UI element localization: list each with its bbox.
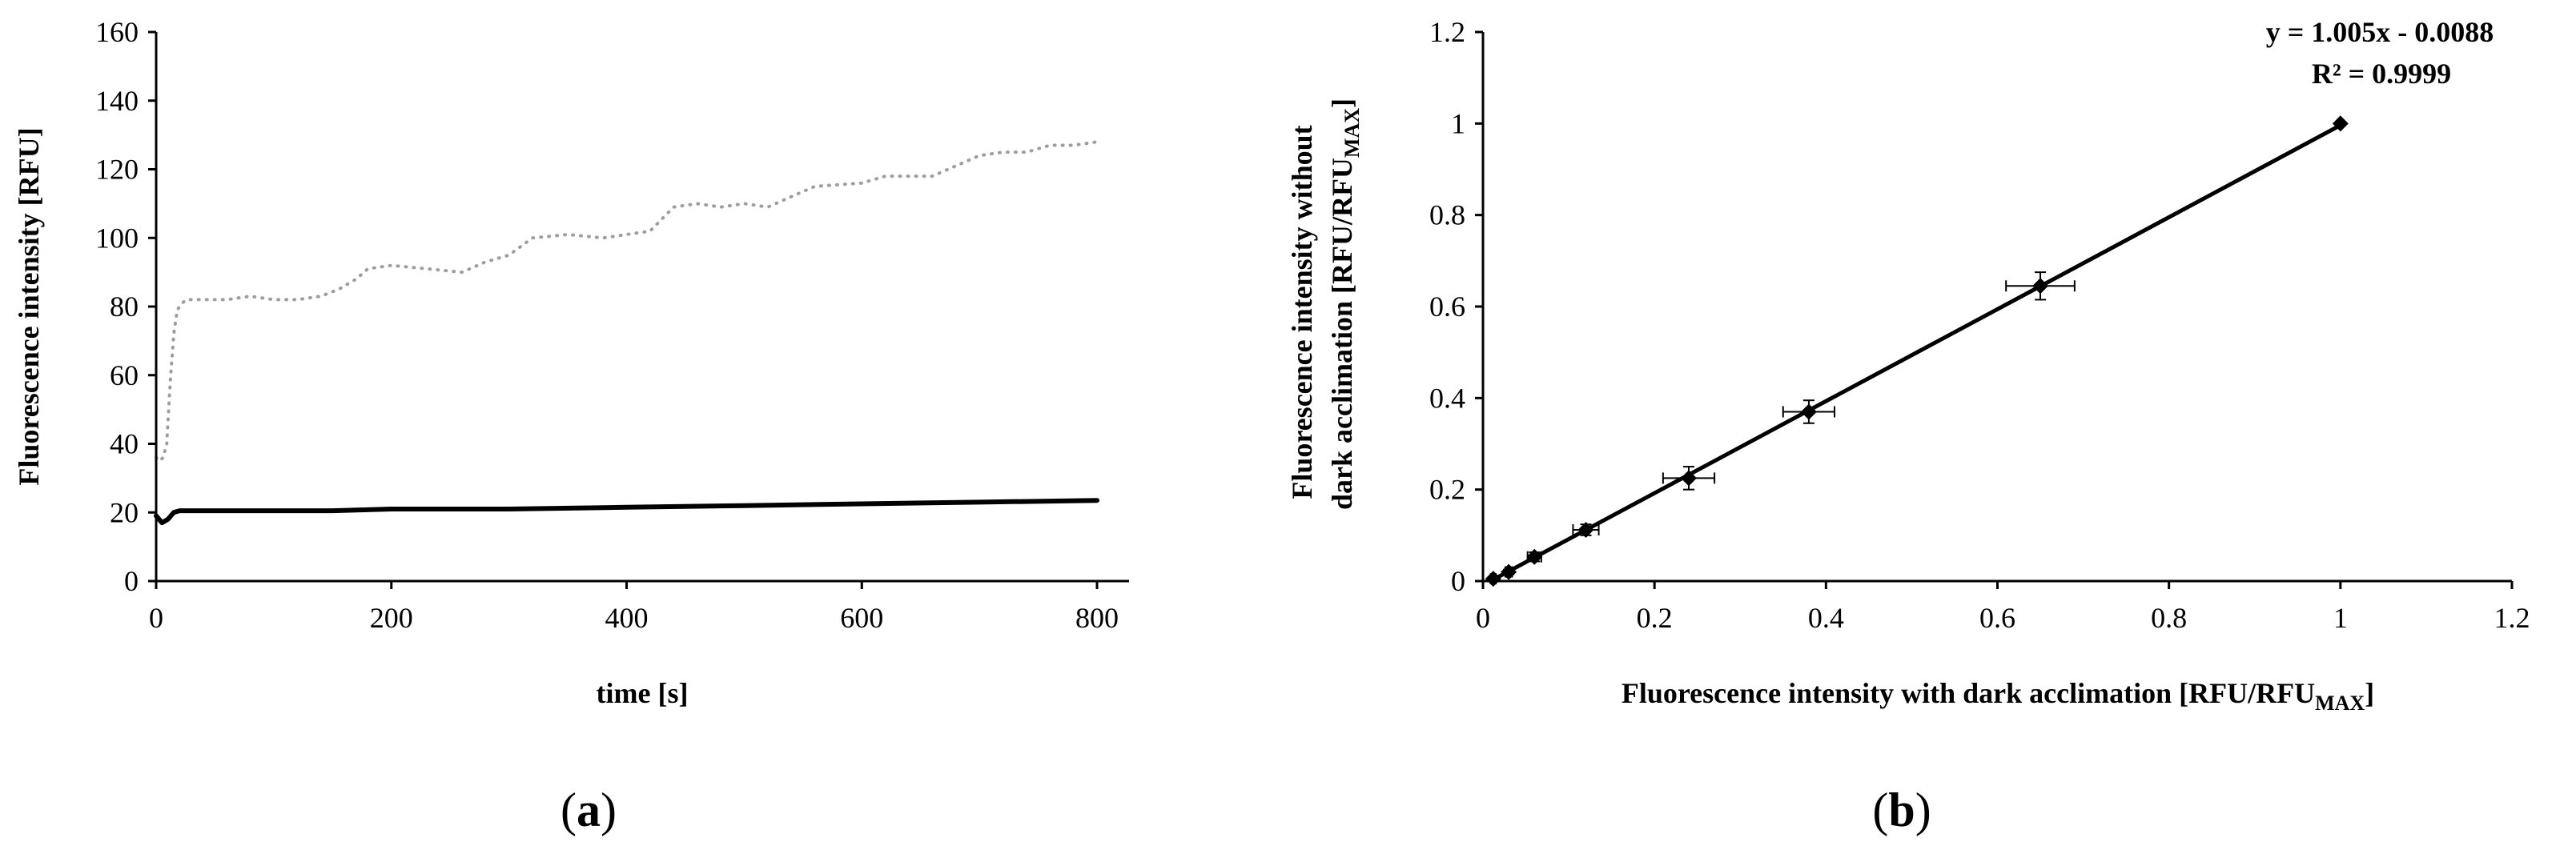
chart-b: 0 0.2 0.4 0.6 0.8 1 1.2 0 0.2 0.4 0.6 0.8 1 1.2 y = 1… [1286,16,2530,836]
data-point [1526,548,1543,565]
x-tick-label: 600 [840,602,883,634]
chart-b-y-label-line2-main: dark acclimation [RFU/RFU [1326,158,1358,510]
y-tick-label: 0.4 [1429,382,1465,414]
y-tick-label: 0.6 [1429,291,1465,323]
y-tick-label: 0 [124,565,139,597]
chart-b-y-label-end: ] [1326,98,1358,108]
chart-a-marks [154,140,1099,526]
chart-a-y-label: Fluorescence intensity [RFU] [13,127,45,485]
x-tick-label: 800 [1075,602,1119,634]
y-tick-label: 20 [110,496,139,528]
data-point [1800,403,1817,420]
x-tick-label: 0 [1476,602,1490,634]
chart-a-ticks: 0 20 40 60 80 100 120 140 160 0 200 400 600 800 [95,16,1119,634]
y-tick-label: 0 [1451,565,1465,597]
x-tick-label: 200 [370,602,413,634]
chart-b-r-squared: R² = 0.9999 [2312,58,2451,90]
chart-b-marks [1485,115,2349,587]
x-tick-label: 0 [149,602,163,634]
chart-a-x-label: time [s] [597,677,689,709]
chart-b-y-label-sub: MAX [1340,108,1364,158]
panel-label-b: (b) [1872,784,1931,836]
y-tick-label: 0.8 [1429,199,1465,231]
y-tick-label: 160 [95,16,139,48]
x-tick-label: 0.6 [1979,602,2015,634]
panel-label-b-letter: b [1888,784,1915,836]
data-point [1681,470,1697,487]
data-point [2332,115,2349,132]
chart-b-x-label: Fluorescence intensity with dark acclima… [1622,677,2374,715]
y-tick-label: 40 [110,428,139,460]
panel-label-a-letter: a [577,784,601,836]
chart-b-y-label-line1: Fluorescence intensity without [1286,125,1318,499]
chart-b-x-label-sub: MAX [2315,692,2365,715]
x-tick-label: 1 [2333,602,2348,634]
series-2-line [154,498,1099,526]
series-1-line [155,140,1099,463]
panel-label-a: (a) [561,784,617,836]
x-tick-label: 1.2 [2494,602,2530,634]
trendline [1490,123,2342,583]
y-tick-label: 100 [95,222,139,254]
y-tick-label: 120 [95,154,139,186]
x-tick-label: 0.4 [1808,602,1844,634]
y-tick-label: 1.2 [1429,16,1465,48]
x-tick-label: 0.8 [2151,602,2187,634]
x-tick-label: 0.2 [1637,602,1673,634]
data-point [1577,521,1594,538]
data-point [2032,278,2049,295]
y-tick-label: 1 [1451,107,1465,139]
y-tick-label: 0.2 [1429,474,1465,506]
data-point [1485,571,1501,587]
y-tick-label: 60 [110,359,139,391]
y-tick-label: 140 [95,85,139,117]
chart-a: 0 20 40 60 80 100 120 140 160 0 200 400 600 800 time … [13,16,1129,836]
y-tick-label: 80 [110,291,139,323]
data-point [1501,563,1517,580]
chart-b-x-label-end: ] [2365,677,2374,709]
chart-b-y-label-line2: dark acclimation [RFU/RFUMAX] [1326,98,1364,510]
chart-b-x-label-main: Fluorescence intensity with dark acclima… [1622,677,2315,709]
chart-b-equation: y = 1.005x - 0.0088 [2266,16,2494,48]
x-tick-label: 400 [605,602,649,634]
chart-b-ticks: 0 0.2 0.4 0.6 0.8 1 1.2 0 0.2 0.4 0.6 0.8 1 1.2 [1429,16,2530,634]
